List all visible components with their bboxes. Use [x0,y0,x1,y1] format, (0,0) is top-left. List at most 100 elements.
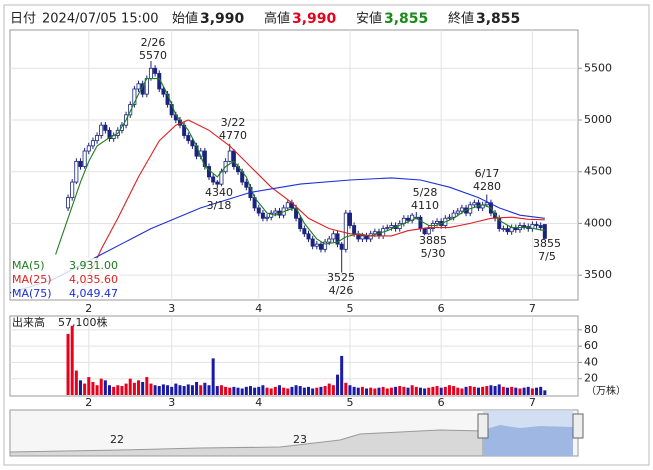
volume-bar [95,385,99,395]
volume-bar [87,377,91,395]
candle-body [74,160,79,183]
volume-bar [244,386,248,395]
y-tick-label: 3500 [584,268,612,281]
volume-bar [327,383,331,395]
candle-body [78,160,83,167]
volume-bar [99,378,103,395]
volume-bar [377,387,381,395]
volume-bar [186,384,190,395]
volume-bar [124,383,128,395]
candle-body [148,67,153,80]
volume-bar [331,385,335,395]
volume-bar [460,388,464,395]
volume-bar [137,380,141,395]
x-tick-label: 2 [85,302,92,315]
candle-body [82,150,87,167]
low-label: 安値 [356,11,382,27]
y-tick-label: 80 [584,323,598,336]
navigator-window-area [483,425,573,456]
volume-bar [447,385,451,395]
candle-body [352,225,357,235]
volume-bar [248,386,252,395]
volume-bar [273,386,277,395]
volume-bar [145,377,149,395]
navigator-handle-left[interactable] [477,413,489,439]
volume-bar [211,358,215,395]
candle-body [339,243,344,250]
volume-bar [464,386,468,395]
y-tick-label: 20 [584,372,598,385]
navigator-handle-right[interactable] [572,413,584,439]
candle-body [153,67,158,74]
volume-bar [74,370,78,395]
volume-bar [476,387,480,395]
x-tick-label: 6 [438,302,445,315]
annotation: 4/26 [329,284,354,297]
volume-bar [290,386,294,395]
candle-body [227,150,232,162]
candle-body [505,228,510,233]
volume-bar [418,387,422,395]
candle-body [360,235,365,240]
volume-bar [402,386,406,395]
candle-body [318,243,323,250]
volume-bar [166,385,170,395]
x-tick-label: 5 [346,396,353,409]
candle-body [99,124,104,136]
candle-body [190,140,195,147]
volume-bar [394,386,398,395]
volume-bar [340,355,344,395]
candle-body [186,135,191,142]
volume-bar [468,386,472,395]
volume-bar [128,378,132,395]
main-frame [9,29,579,301]
annotation: 7/5 [538,250,556,263]
candle-body [95,135,100,142]
x-tick-label: 3 [168,302,175,315]
candle-body [451,212,456,218]
volume-bar [493,386,497,395]
volume-bar [439,387,443,395]
volume-bar [348,385,352,395]
annotation: 2/26 [141,36,166,49]
volume-bar [286,388,290,395]
volume-bar [70,325,74,395]
candle-body [285,202,290,209]
legend-label: MA(5) [12,259,45,272]
candle-body [128,104,133,116]
legend-label: MA(75) [12,287,52,300]
volume-bar [195,381,199,395]
ma-line [55,78,545,255]
volume-bar [261,385,265,395]
legend-value: 4,035.60 [69,273,118,286]
candle-body [323,241,328,250]
candle-body [509,227,514,233]
x-tick-label: 6 [438,396,445,409]
volume-bar [190,385,194,395]
volume-bar [307,386,311,395]
candle-body [406,217,411,221]
y-tick-label: 60 [584,339,598,352]
volume-bar [132,382,136,395]
volume-bar [253,387,257,395]
candle-body [447,216,452,219]
candle-body [385,227,390,230]
volume-bar [311,388,315,395]
volume-bar [535,387,539,395]
volume-bar [365,388,369,395]
candle-body [455,210,460,214]
candle-body [314,243,319,247]
close-value: 3,855 [476,11,520,27]
volume-bar [315,387,319,395]
volume-bar [385,388,389,395]
volume-bar [170,386,174,395]
legend-label: MA(25) [12,273,52,286]
y-tick-label: 4500 [584,165,612,178]
x-tick-label: 7 [529,396,536,409]
volume-bar [269,388,273,395]
volume-bar [539,386,543,395]
candle-body [298,217,303,230]
annotation: 5/30 [421,247,446,260]
y-tick-label: 4000 [584,216,612,229]
annotation: 4280 [473,180,501,193]
